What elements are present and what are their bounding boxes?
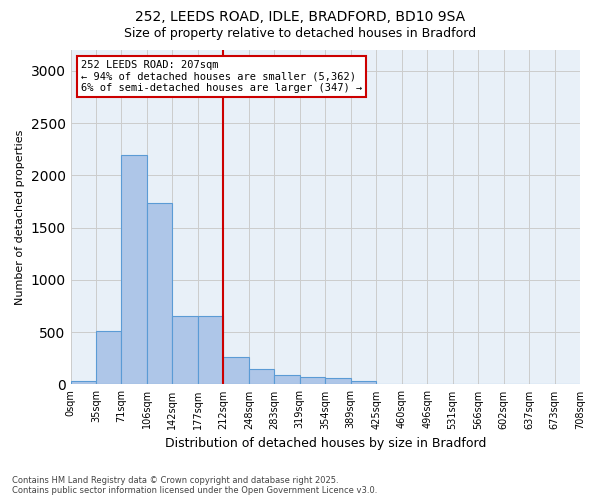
Bar bbox=[172, 316, 198, 384]
Y-axis label: Number of detached properties: Number of detached properties bbox=[15, 130, 25, 305]
Bar bbox=[325, 378, 351, 384]
Bar bbox=[71, 382, 96, 384]
X-axis label: Distribution of detached houses by size in Bradford: Distribution of detached houses by size … bbox=[164, 437, 486, 450]
Bar bbox=[274, 375, 300, 384]
Bar bbox=[223, 358, 249, 384]
Text: Size of property relative to detached houses in Bradford: Size of property relative to detached ho… bbox=[124, 28, 476, 40]
Bar bbox=[351, 382, 376, 384]
Bar bbox=[121, 154, 147, 384]
Text: Contains HM Land Registry data © Crown copyright and database right 2025.
Contai: Contains HM Land Registry data © Crown c… bbox=[12, 476, 377, 495]
Bar bbox=[300, 377, 325, 384]
Bar bbox=[96, 331, 121, 384]
Bar bbox=[249, 369, 274, 384]
Text: 252, LEEDS ROAD, IDLE, BRADFORD, BD10 9SA: 252, LEEDS ROAD, IDLE, BRADFORD, BD10 9S… bbox=[135, 10, 465, 24]
Text: 252 LEEDS ROAD: 207sqm
← 94% of detached houses are smaller (5,362)
6% of semi-d: 252 LEEDS ROAD: 207sqm ← 94% of detached… bbox=[81, 60, 362, 93]
Bar bbox=[198, 316, 223, 384]
Bar bbox=[147, 202, 172, 384]
